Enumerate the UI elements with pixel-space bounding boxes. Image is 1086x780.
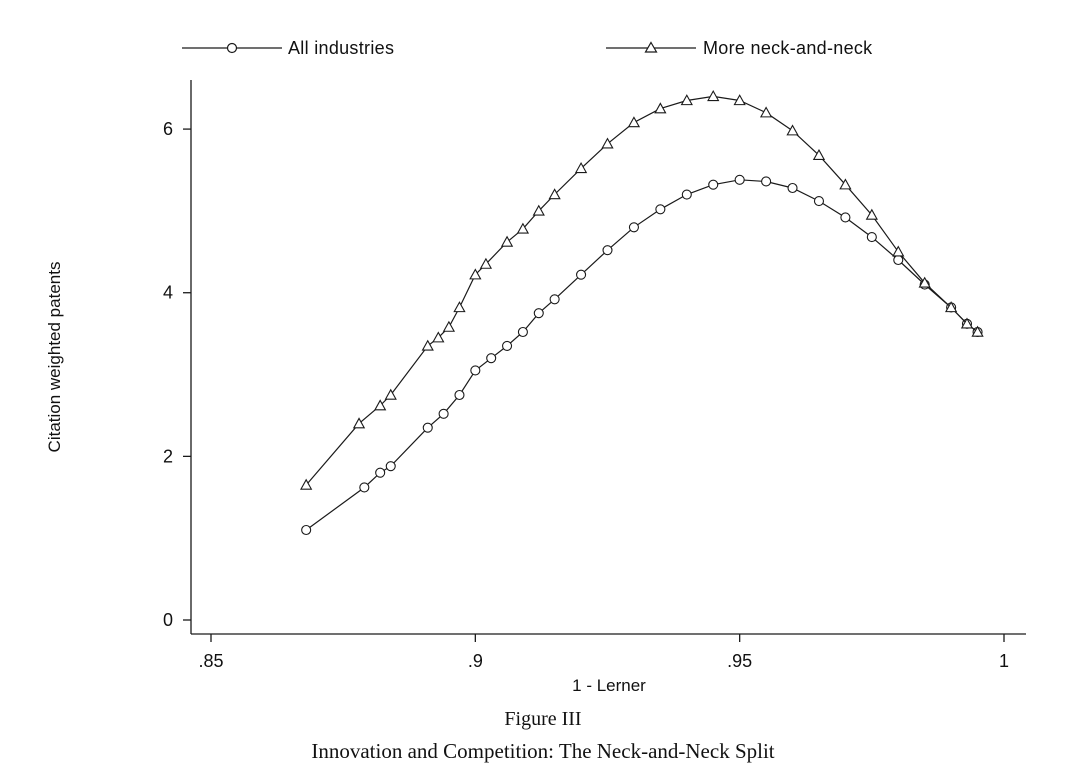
data-point-all-industries (681, 189, 692, 200)
series-line-all-industries (305, 179, 978, 531)
data-point-more-neck-and-neck (971, 325, 984, 337)
x-axis-ticks: .85 .9 .95 1 (198, 634, 1009, 671)
y-axis-title: Citation weighted patents (45, 262, 64, 453)
data-point-all-industries (301, 524, 312, 536)
data-point-more-neck-and-neck (300, 478, 313, 490)
x-tick-label: 1 (999, 651, 1009, 671)
data-point-more-neck-and-neck (574, 162, 588, 174)
legend-item-all-industries: All industries (182, 38, 394, 58)
data-point-more-neck-and-neck (707, 90, 720, 102)
y-tick-label: 4 (163, 283, 173, 303)
data-point-all-industries (385, 461, 396, 472)
data-point-more-neck-and-neck (960, 317, 974, 329)
data-point-more-neck-and-neck (759, 106, 773, 118)
data-point-more-neck-and-neck (352, 417, 366, 429)
data-point-more-neck-and-neck (839, 178, 852, 190)
data-point-all-industries (502, 340, 513, 351)
data-point-more-neck-and-neck (865, 208, 878, 220)
legend-item-more-neck-and-neck: More neck-and-neck (606, 38, 873, 58)
y-tick-label: 2 (163, 446, 173, 466)
data-point-more-neck-and-neck (453, 301, 466, 313)
data-point-more-neck-and-neck (469, 268, 482, 280)
x-axis-title: 1 - Lerner (572, 676, 646, 695)
data-point-more-neck-and-neck (654, 102, 667, 114)
data-point-all-industries (438, 408, 449, 419)
data-point-more-neck-and-neck (601, 137, 614, 149)
legend-marker-circle-icon (226, 42, 238, 54)
series-layer (300, 90, 984, 536)
data-point-all-industries (375, 467, 386, 478)
data-point-more-neck-and-neck (532, 204, 545, 216)
data-point-more-neck-and-neck (786, 124, 799, 136)
series-line-more-neck-and-neck (305, 95, 978, 486)
data-point-all-industries (602, 245, 613, 256)
data-point-all-industries (708, 179, 719, 190)
data-point-more-neck-and-neck (442, 320, 456, 332)
y-tick-label: 6 (163, 119, 173, 139)
data-point-more-neck-and-neck (516, 222, 530, 234)
data-point-more-neck-and-neck (421, 339, 434, 351)
legend: All industries More neck-and-neck (182, 38, 873, 58)
data-point-more-neck-and-neck (479, 257, 493, 269)
data-point-more-neck-and-neck (680, 94, 693, 106)
data-point-all-industries (359, 482, 370, 493)
legend-marker-triangle-icon (644, 41, 658, 53)
data-point-all-industries (422, 422, 433, 433)
data-point-all-industries (761, 176, 772, 187)
data-point-more-neck-and-neck (627, 116, 641, 128)
legend-label-more-neck-and-neck: More neck-and-neck (703, 38, 873, 58)
data-point-all-industries (549, 294, 560, 305)
x-tick-label: .85 (198, 651, 223, 671)
y-tick-label: 0 (163, 610, 173, 630)
data-point-more-neck-and-neck (812, 148, 826, 160)
data-point-more-neck-and-neck (892, 245, 905, 257)
data-point-all-industries (454, 389, 465, 401)
y-axis-ticks: 0 2 4 6 (163, 119, 191, 630)
figure-caption: Innovation and Competition: The Neck-and… (311, 739, 774, 763)
data-point-all-industries (533, 308, 544, 319)
data-point-more-neck-and-neck (432, 331, 445, 343)
data-point-all-industries (813, 196, 825, 207)
data-point-all-industries (576, 269, 587, 280)
legend-label-all-industries: All industries (288, 38, 394, 58)
data-point-all-industries (840, 212, 851, 223)
data-point-more-neck-and-neck (374, 399, 387, 411)
data-point-more-neck-and-neck (548, 188, 561, 200)
data-point-all-industries (628, 222, 639, 233)
data-point-more-neck-and-neck (944, 301, 958, 313)
data-point-all-industries (517, 326, 528, 338)
data-point-all-industries (470, 365, 481, 376)
data-point-more-neck-and-neck (733, 94, 746, 106)
data-point-all-industries (655, 204, 666, 215)
data-point-more-neck-and-neck (500, 235, 514, 247)
x-tick-label: .9 (468, 651, 483, 671)
data-point-all-industries (866, 232, 877, 243)
data-point-all-industries (893, 254, 904, 266)
figure-number: Figure III (504, 708, 581, 730)
data-point-all-industries (486, 353, 497, 364)
x-tick-label: .95 (727, 651, 752, 671)
data-point-more-neck-and-neck (384, 388, 397, 400)
data-point-all-industries (734, 174, 745, 185)
data-point-all-industries (787, 182, 798, 194)
data-point-more-neck-and-neck (918, 276, 931, 288)
